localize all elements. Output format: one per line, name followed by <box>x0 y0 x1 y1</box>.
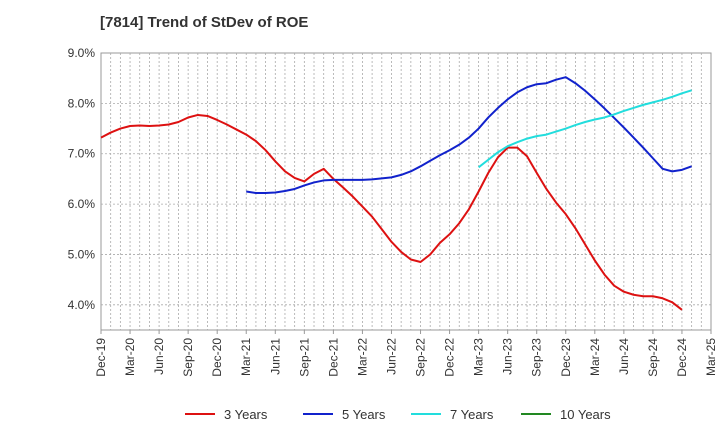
x-tick-label: Dec-21 <box>326 338 340 377</box>
x-tick-label: Mar-20 <box>123 338 137 376</box>
series-line-7-years <box>478 89 692 169</box>
legend-label: 3 Years <box>224 407 268 422</box>
x-tick-label: Jun-23 <box>501 338 515 375</box>
y-tick-label: 7.0% <box>68 147 96 161</box>
x-tick-label: Dec-22 <box>443 338 457 377</box>
x-tick-label: Dec-19 <box>94 338 108 377</box>
x-tick-label: Dec-24 <box>675 338 689 377</box>
legend-label: 5 Years <box>342 407 386 422</box>
x-tick-label: Mar-24 <box>588 338 602 376</box>
x-tick-label: Sep-21 <box>297 338 311 377</box>
x-tick-label: Dec-20 <box>210 338 224 377</box>
x-tick-label: Jun-24 <box>617 338 631 375</box>
y-tick-label: 6.0% <box>68 197 96 211</box>
y-axis: 4.0% 5.0% 6.0% 7.0% 8.0% 9.0% <box>68 46 96 312</box>
series-layer <box>100 76 692 311</box>
legend-label: 10 Years <box>560 407 611 422</box>
chart-title: [7814] Trend of StDev of ROE <box>100 14 309 31</box>
x-tick-label: Sep-20 <box>181 338 195 377</box>
series-line-3-years <box>100 113 683 311</box>
x-tick-label: Jun-21 <box>268 338 282 375</box>
x-tick-label: Mar-23 <box>472 338 486 376</box>
y-tick-label: 8.0% <box>68 96 96 110</box>
x-tick-label: Dec-23 <box>559 338 573 377</box>
x-tick-label: Jun-20 <box>152 338 166 375</box>
x-tick-label: Mar-22 <box>355 338 369 376</box>
legend-label: 7 Years <box>450 407 494 422</box>
x-tick-label: Mar-21 <box>239 338 253 376</box>
x-tick-label: Jun-22 <box>384 338 398 375</box>
series-line-5-years <box>246 76 692 195</box>
y-tick-label: 4.0% <box>68 298 96 312</box>
x-tick-label: Sep-24 <box>646 338 660 377</box>
plot-area <box>100 52 712 331</box>
legend: 3 Years 5 Years 7 Years 10 Years <box>185 407 611 422</box>
y-tick-label: 9.0% <box>68 46 96 60</box>
y-tick-label: 5.0% <box>68 247 96 261</box>
x-axis: Dec-19 Mar-20 Jun-20 Sep-20 Dec-20 Mar-21 Jun-… <box>94 330 718 377</box>
x-tick-label: Sep-23 <box>530 338 544 377</box>
x-tick-label: Sep-22 <box>414 338 428 377</box>
x-tick-label: Mar-25 <box>704 338 718 376</box>
